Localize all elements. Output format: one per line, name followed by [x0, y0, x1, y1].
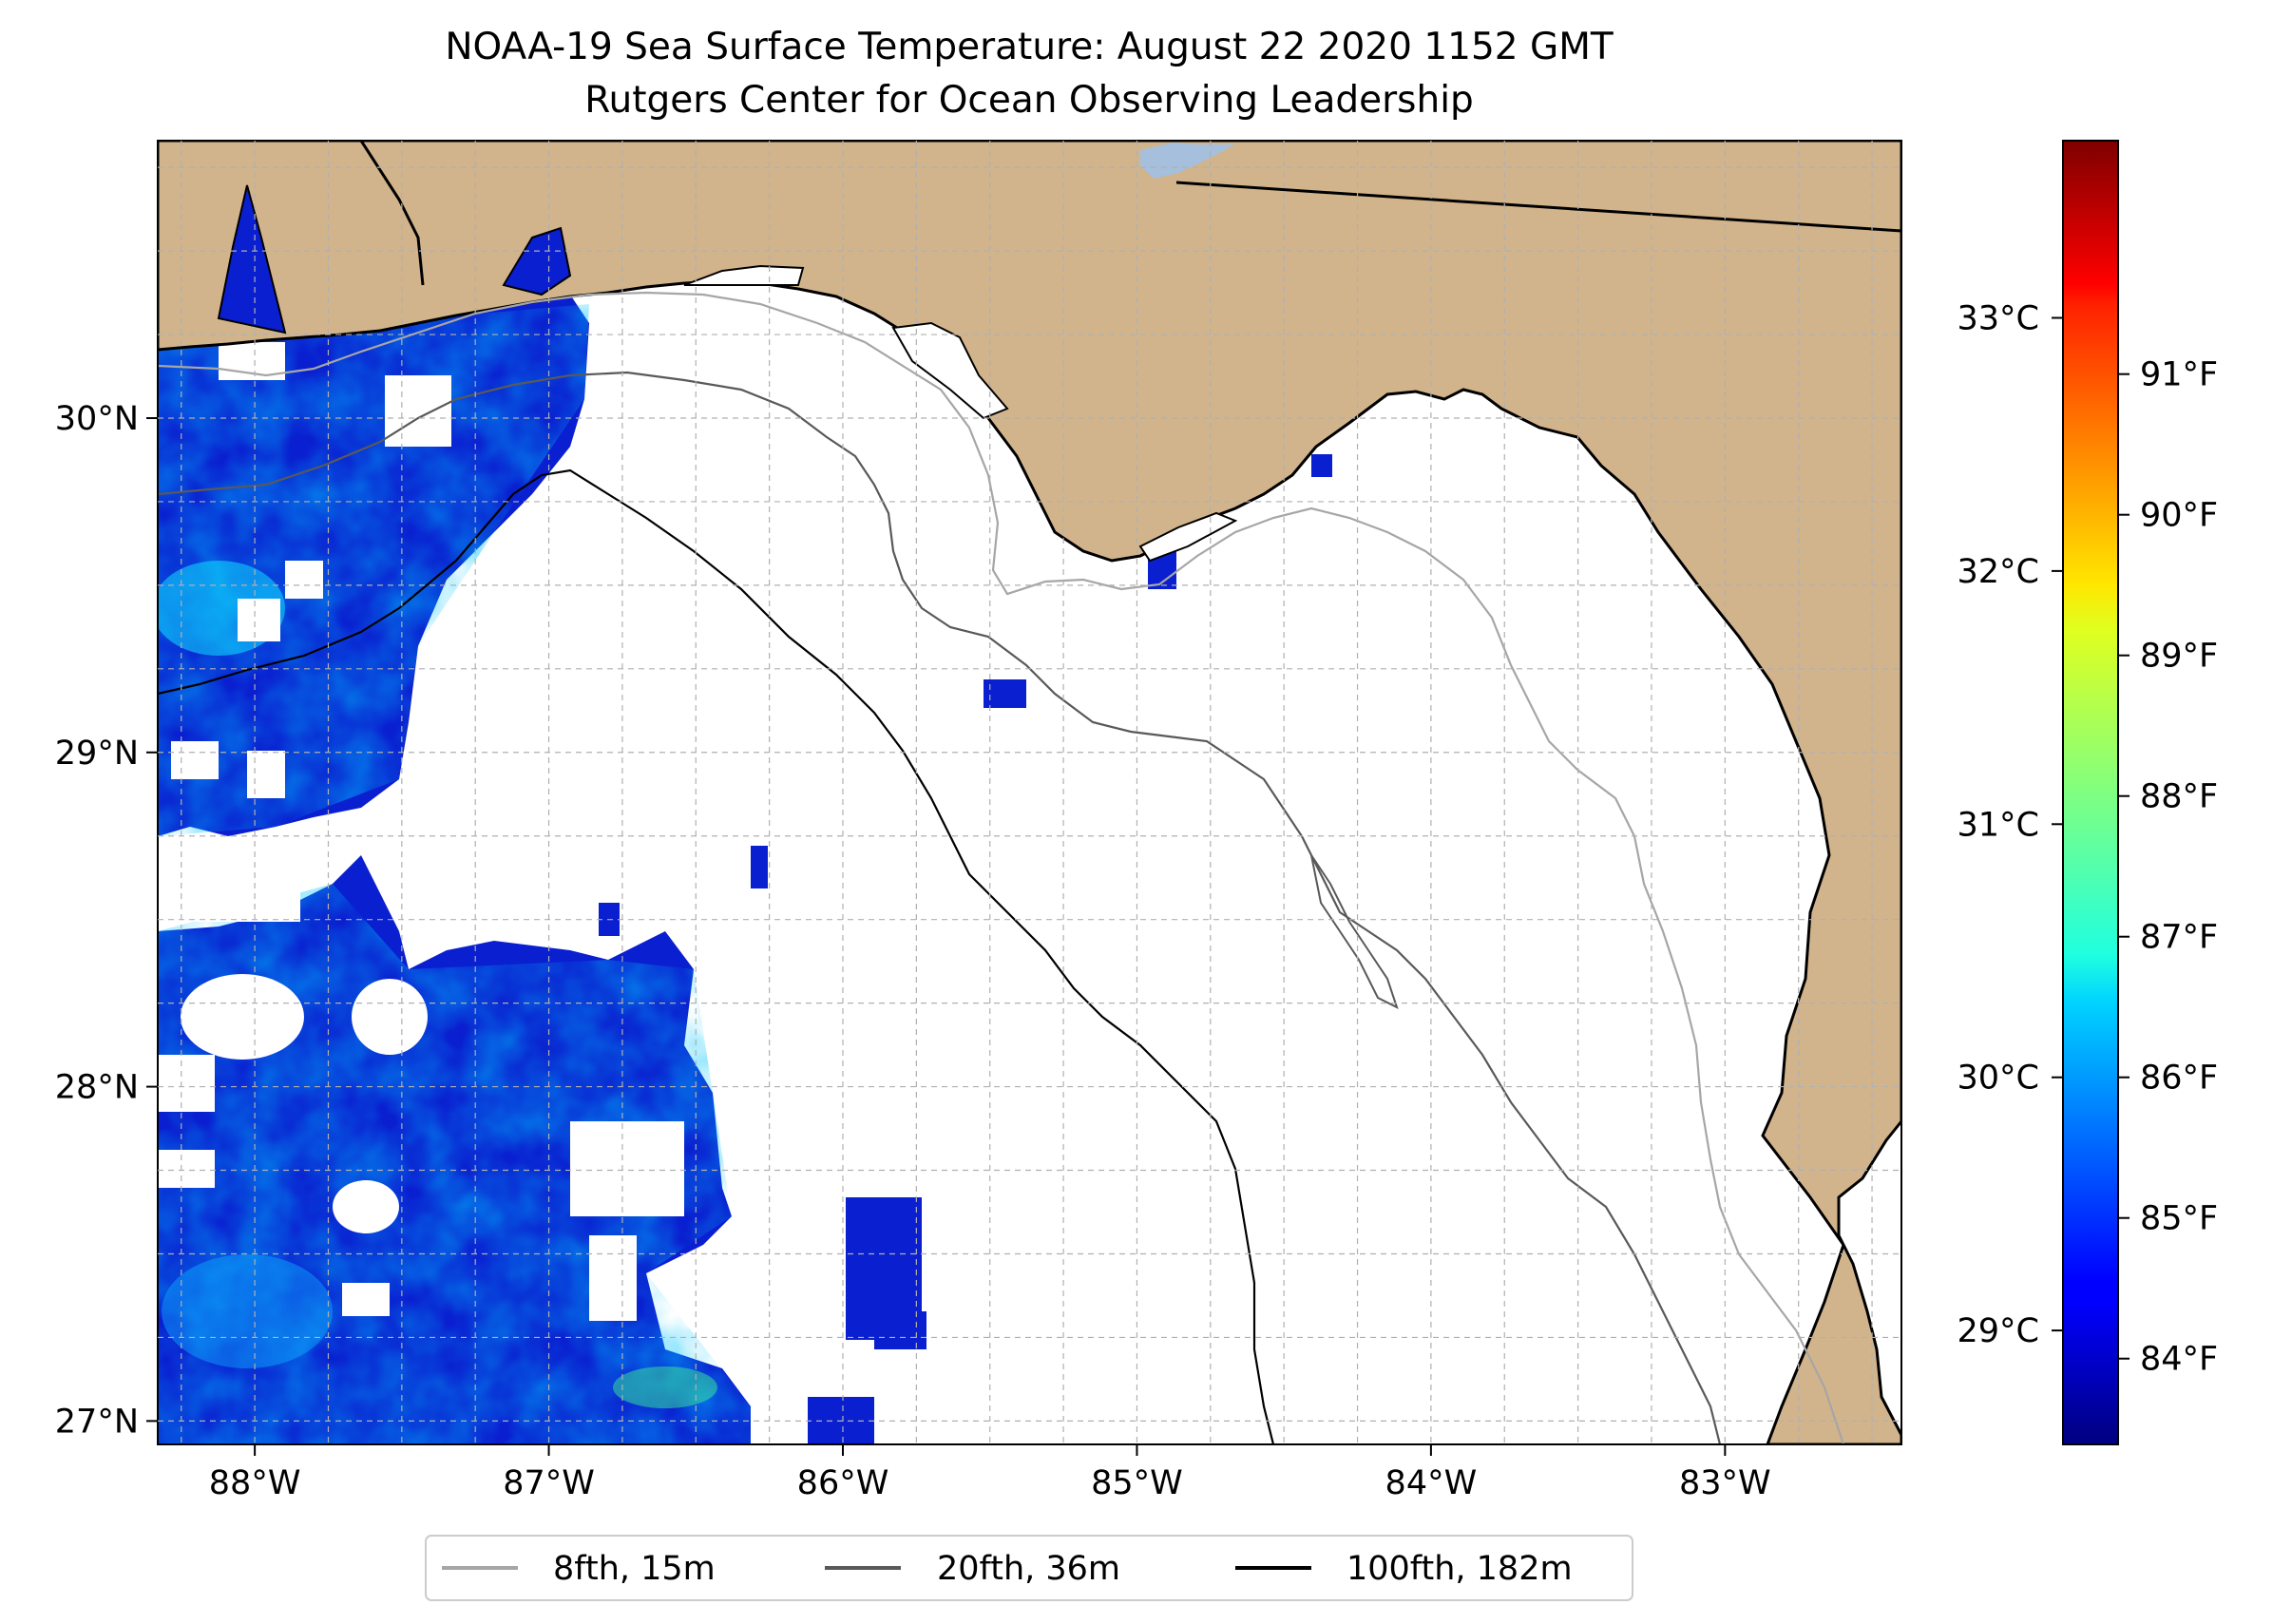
state-border	[1175, 181, 1901, 233]
map-subtitle: Rutgers Center for Ocean Observing Leade…	[584, 79, 1474, 122]
legend-label-8fth: 8fth, 15m	[553, 1550, 716, 1588]
fahrenheit-ticks: 84°F 85°F 86°F 87°F 88°F 89°F 90°F 91°F	[2118, 356, 2218, 1379]
fahrenheit-tick-label: 89°F	[2140, 638, 2218, 676]
depth-legend: 8fth, 15m 20fth, 36m 100fth, 182m	[425, 1535, 1633, 1601]
fahrenheit-tick-label: 87°F	[2140, 919, 2218, 957]
isobath-100fth	[158, 468, 1275, 1444]
fahrenheit-tick-label: 86°F	[2140, 1060, 2218, 1098]
celsius-ticks: 29°C 30°C 31°C 32°C 33°C	[1958, 299, 2063, 1350]
land-area	[158, 141, 1901, 1444]
celsius-tick-label: 29°C	[1958, 1312, 2039, 1350]
lon-tick-label: 84°W	[1385, 1464, 1478, 1502]
lat-tick-label: 29°N	[55, 735, 139, 773]
lat-tick-label: 27°N	[55, 1403, 139, 1441]
fahrenheit-tick-label: 88°F	[2140, 778, 2218, 816]
legend-label-20fth: 20fth, 36m	[937, 1550, 1120, 1588]
colorbar	[2062, 140, 2119, 1445]
celsius-tick-label: 32°C	[1958, 553, 2039, 591]
longitude-ticks: 88°W 87°W 86°W 85°W 84°W 83°W	[209, 1444, 1771, 1502]
gridlines	[158, 141, 1901, 1444]
lat-tick-label: 30°N	[55, 400, 139, 438]
fahrenheit-tick-label: 84°F	[2140, 1341, 2218, 1379]
lon-tick-label: 86°W	[797, 1464, 889, 1502]
latitude-ticks: 27°N 28°N 29°N 30°N	[55, 400, 158, 1441]
map-frame	[157, 140, 1902, 1445]
celsius-tick-label: 33°C	[1958, 299, 2039, 337]
fahrenheit-tick-label: 91°F	[2140, 356, 2218, 394]
fahrenheit-tick-label: 90°F	[2140, 497, 2218, 535]
lon-tick-label: 88°W	[209, 1464, 301, 1502]
celsius-tick-label: 30°C	[1958, 1060, 2039, 1098]
legend-label-100fth: 100fth, 182m	[1347, 1550, 1573, 1588]
lat-tick-label: 28°N	[55, 1069, 139, 1107]
lon-tick-label: 85°W	[1091, 1464, 1183, 1502]
celsius-tick-label: 31°C	[1958, 806, 2039, 844]
isobath-20fth	[158, 371, 1722, 1444]
lon-tick-label: 83°W	[1679, 1464, 1771, 1502]
lake	[1140, 143, 1235, 179]
map-title: NOAA-19 Sea Surface Temperature: August …	[445, 26, 1614, 68]
isobath-8fth	[158, 291, 1845, 1444]
lon-tick-label: 87°W	[503, 1464, 595, 1502]
fahrenheit-tick-label: 85°F	[2140, 1200, 2218, 1238]
